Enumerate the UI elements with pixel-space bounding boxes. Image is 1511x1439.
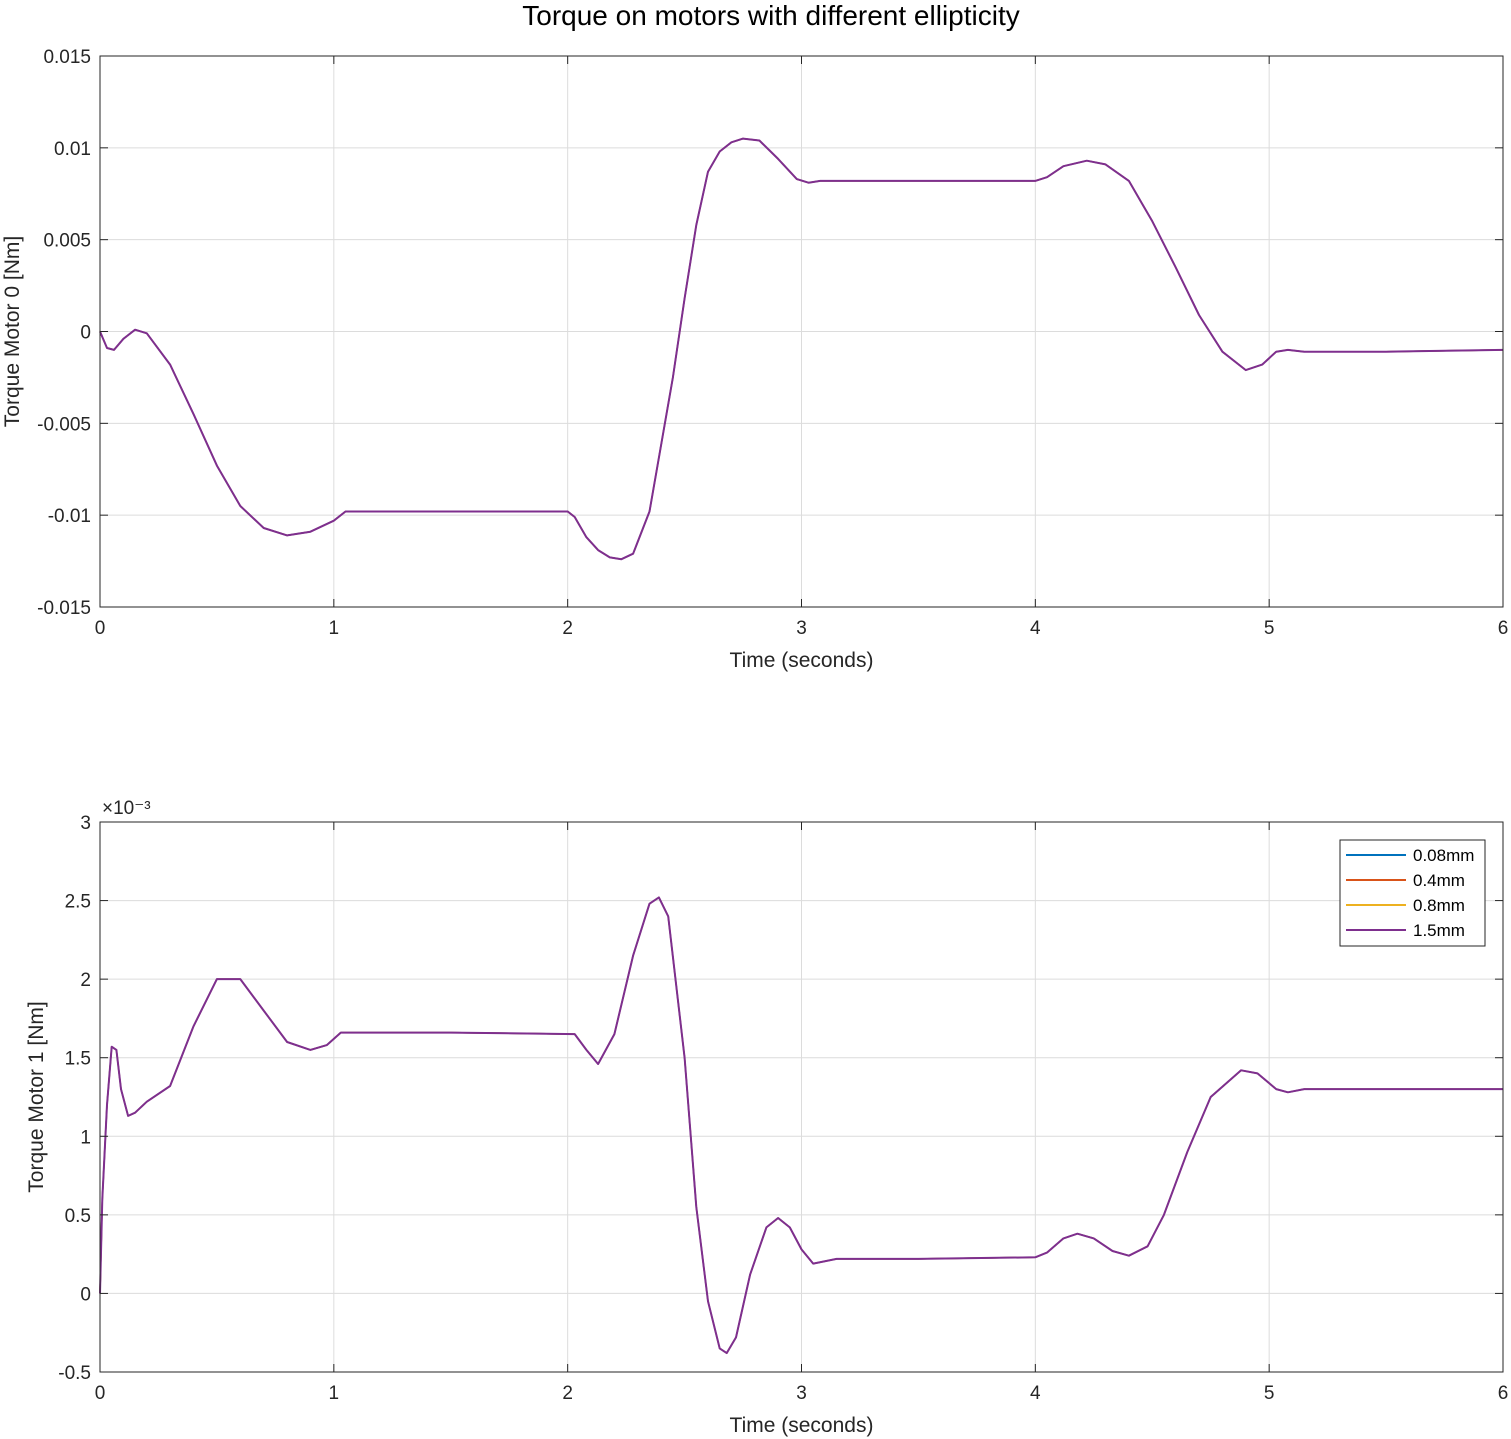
y-axis-label: Torque Motor 0 [Nm] (1, 236, 24, 427)
y-tick-label: -0.015 (37, 598, 91, 619)
y-exponent-label: ×10⁻³ (102, 798, 151, 819)
y-tick-label: 0.5 (65, 1206, 91, 1227)
y-tick-label: 1.5 (65, 1049, 91, 1070)
x-tick-label: 4 (1030, 618, 1041, 639)
y-tick-label: 0.01 (54, 139, 91, 160)
x-axis-label: Time (seconds) (730, 649, 874, 672)
legend-entry: 0.08mm (1413, 846, 1474, 865)
y-tick-label: 0 (80, 1284, 91, 1305)
y-tick-label: -0.5 (58, 1363, 91, 1384)
x-tick-label: 0 (95, 618, 106, 639)
x-tick-label: 1 (329, 1383, 340, 1404)
y-tick-label: 0 (80, 323, 91, 344)
x-tick-label: 2 (562, 1383, 573, 1404)
y-axis-label: Torque Motor 1 [Nm] (25, 1001, 48, 1192)
y-tick-label: -0.005 (37, 414, 91, 435)
x-tick-label: 5 (1264, 618, 1275, 639)
legend-box (1339, 839, 1486, 947)
x-tick-label: 4 (1030, 1383, 1041, 1404)
y-tick-label: 2 (80, 970, 91, 991)
y-tick-label: 1 (80, 1127, 91, 1148)
series-line-1.5mm (99, 137, 1504, 561)
x-tick-label: 1 (329, 618, 340, 639)
x-tick-label: 3 (796, 1383, 807, 1404)
y-tick-label: 3 (80, 813, 91, 834)
y-tick-label: -0.01 (48, 506, 91, 527)
x-tick-label: 0 (95, 1383, 106, 1404)
x-tick-label: 6 (1498, 1383, 1509, 1404)
x-tick-label: 3 (796, 618, 807, 639)
figure-title: Torque on motors with different elliptic… (522, 0, 1020, 31)
y-tick-label: 0.005 (43, 231, 91, 252)
legend: 0.08mm 0.4mm 0.8mm 1.5mm (1339, 839, 1486, 947)
torque-motor-0-plot: 0 1 2 3 4 5 6 -0.015 -0.01 -0.005 0 0.005 0.01 0.015 T… (1, 47, 1508, 672)
x-tick-label: 6 (1498, 618, 1509, 639)
legend-entry: 0.4mm (1413, 871, 1465, 890)
legend-entry: 0.8mm (1413, 896, 1465, 915)
legend-entry: 1.5mm (1413, 921, 1465, 940)
y-tick-label: 2.5 (65, 892, 91, 913)
series-line-1.5mm (99, 896, 1503, 1355)
x-axis-label: Time (seconds) (730, 1414, 874, 1437)
x-tick-label: 5 (1264, 1383, 1275, 1404)
x-tick-label: 2 (562, 618, 573, 639)
y-tick-label: 0.015 (43, 47, 91, 68)
